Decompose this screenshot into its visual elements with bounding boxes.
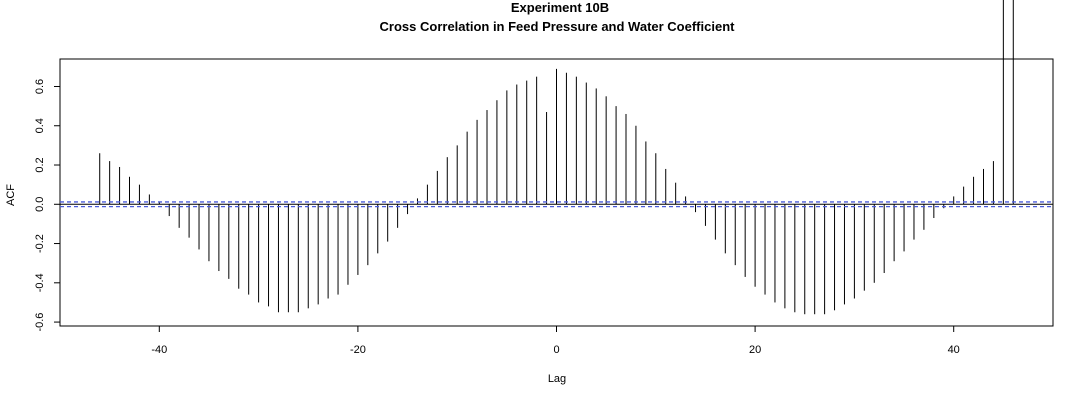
x-tick-label: 20 xyxy=(749,344,761,356)
y-tick-label: 0.0 xyxy=(34,197,46,212)
acf-bars xyxy=(99,0,1014,315)
x-axis: -40 -20 0 20 40 xyxy=(151,325,960,356)
y-axis: -0.6 -0.4 -0.2 0.0 0.2 0.4 0.6 xyxy=(34,79,61,332)
y-tick-label: -0.6 xyxy=(34,313,46,332)
x-tick-label: -20 xyxy=(350,344,366,356)
y-axis-label: ACF xyxy=(5,184,17,206)
x-tick-label: -40 xyxy=(151,344,167,356)
x-axis-label: Lag xyxy=(548,373,566,385)
y-tick-label: -0.2 xyxy=(34,234,46,253)
chart-subtitle: Cross Correlation in Feed Pressure and W… xyxy=(380,19,736,34)
y-tick-label: -0.4 xyxy=(34,273,46,292)
y-tick-label: 0.2 xyxy=(34,157,46,172)
chart-title: Experiment 10B xyxy=(511,0,609,15)
x-tick-label: 40 xyxy=(948,344,960,356)
reference-lines xyxy=(60,201,1053,208)
y-tick-label: 0.6 xyxy=(34,79,46,94)
y-tick-label: 0.4 xyxy=(34,118,46,133)
x-tick-label: 0 xyxy=(553,344,559,356)
